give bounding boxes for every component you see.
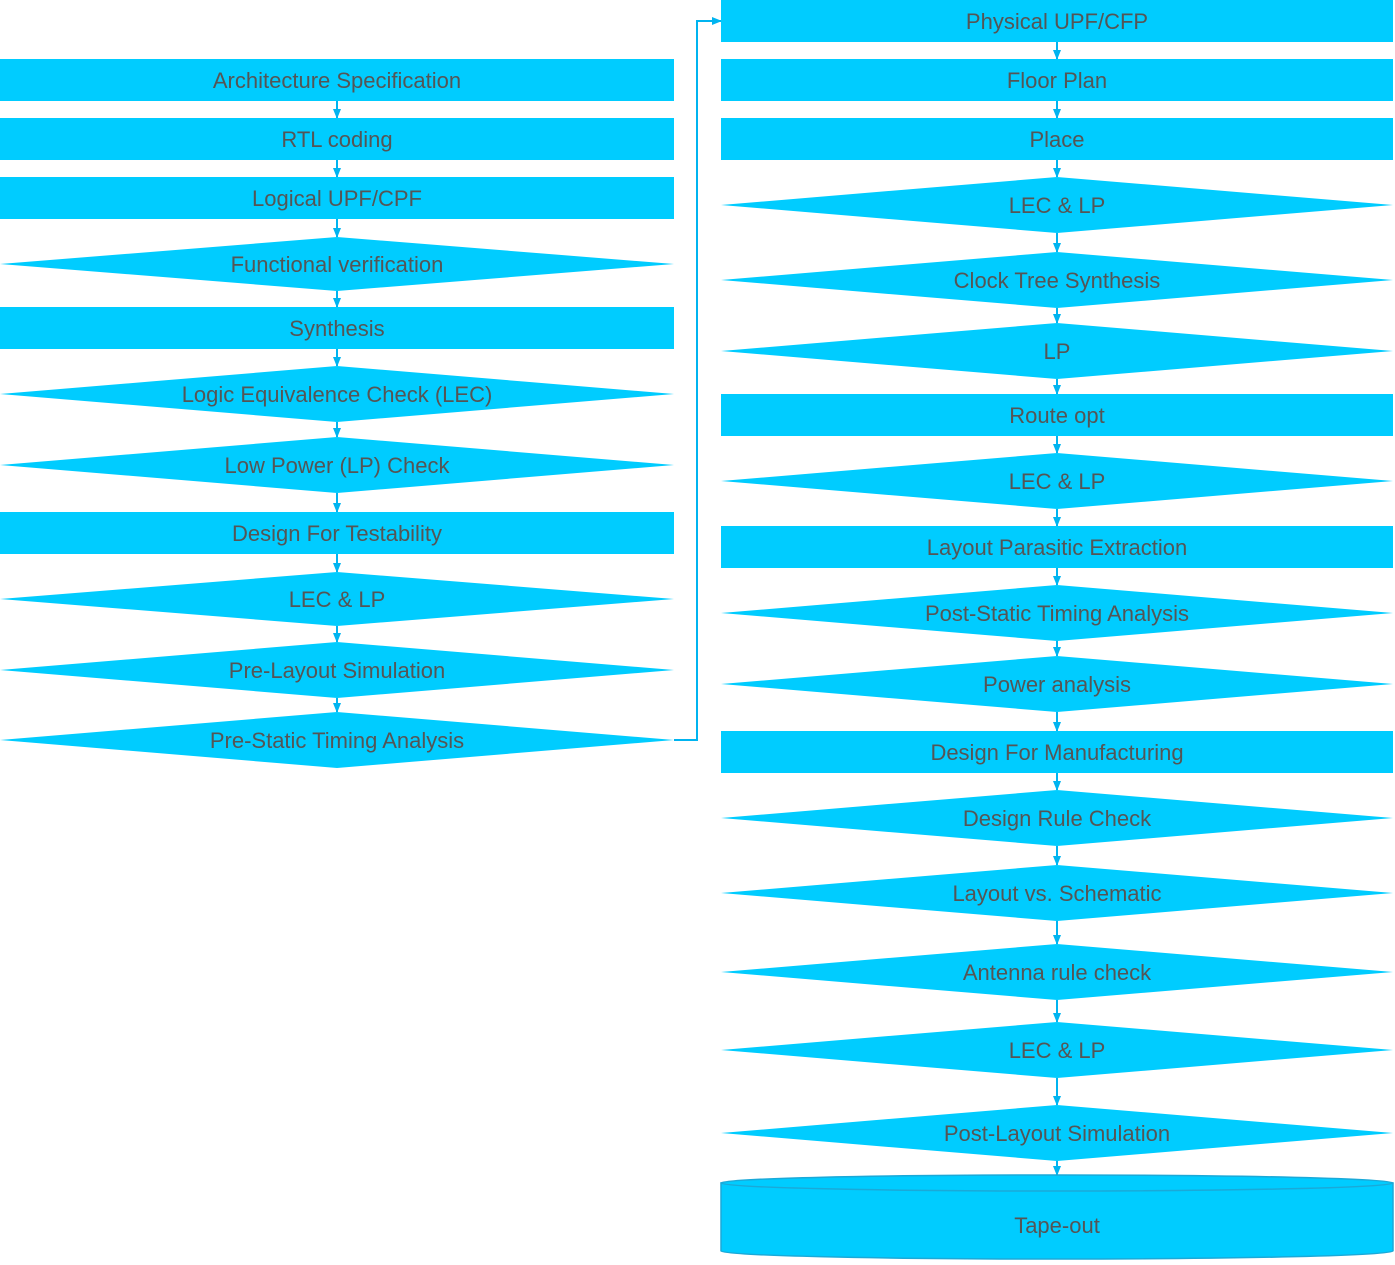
decision-diamond xyxy=(721,177,1393,233)
floor-plan-node: Floor Plan xyxy=(721,59,1393,101)
terminal-cylinder xyxy=(720,1174,1394,1260)
node-label: Design For Testability xyxy=(232,521,442,546)
lec-lp-3-node: LEC & LP xyxy=(721,453,1393,509)
process-box xyxy=(0,118,674,160)
node-label: LEC & LP xyxy=(1009,193,1106,218)
node-label: LEC & LP xyxy=(1009,469,1106,494)
decision-diamond xyxy=(0,237,674,291)
node-label: Layout vs. Schematic xyxy=(952,881,1161,906)
rtl-node: RTL coding xyxy=(0,118,674,160)
decision-diamond xyxy=(721,323,1393,379)
decision-diamond xyxy=(721,1105,1393,1161)
decision-diamond xyxy=(721,252,1393,308)
node-label: Functional verification xyxy=(231,252,444,277)
node-label: Post-Layout Simulation xyxy=(944,1121,1170,1146)
process-box xyxy=(0,177,674,219)
node-label: Physical UPF/CFP xyxy=(966,9,1148,34)
process-box xyxy=(721,0,1393,42)
lpe-node: Layout Parasitic Extraction xyxy=(721,526,1393,568)
lvs-node: Layout vs. Schematic xyxy=(721,865,1393,921)
decision-diamond xyxy=(0,642,674,698)
process-box xyxy=(721,731,1393,773)
decision-diamond xyxy=(721,1022,1393,1078)
node-label: Logic Equivalence Check (LEC) xyxy=(182,382,493,407)
node-label: Design For Manufacturing xyxy=(930,740,1183,765)
node-label: Pre-Static Timing Analysis xyxy=(210,728,464,753)
node-label: Low Power (LP) Check xyxy=(225,453,451,478)
lec-lp-2-node: LEC & LP xyxy=(721,177,1393,233)
decision-diamond xyxy=(0,366,674,422)
process-box xyxy=(0,59,674,101)
place-node: Place xyxy=(721,118,1393,160)
node-label: Place xyxy=(1029,127,1084,152)
antenna-node: Antenna rule check xyxy=(721,944,1393,1000)
route-opt-node: Route opt xyxy=(721,394,1393,436)
node-label: Synthesis xyxy=(289,316,384,341)
lec-lp-4-node: LEC & LP xyxy=(721,1022,1393,1078)
node-label: Tape-out xyxy=(1014,1213,1100,1238)
pre-layout-sim-node: Pre-Layout Simulation xyxy=(0,642,674,698)
node-label: Route opt xyxy=(1009,403,1104,428)
node-label: Layout Parasitic Extraction xyxy=(927,535,1187,560)
process-box xyxy=(721,59,1393,101)
dfm-node: Design For Manufacturing xyxy=(721,731,1393,773)
node-label: Design Rule Check xyxy=(963,806,1152,831)
process-box xyxy=(721,526,1393,568)
process-box xyxy=(0,307,674,349)
lec-node: Logic Equivalence Check (LEC) xyxy=(0,366,674,422)
tape-out-node: Tape-out xyxy=(720,1174,1394,1260)
post-layout-sim-node: Post-Layout Simulation xyxy=(721,1105,1393,1161)
synthesis-node: Synthesis xyxy=(0,307,674,349)
drc-node: Design Rule Check xyxy=(721,790,1393,846)
column-link-arrow xyxy=(674,17,722,741)
lec-lp-1-node: LEC & LP xyxy=(0,572,674,626)
process-box xyxy=(721,118,1393,160)
node-label: LP xyxy=(1044,339,1071,364)
lp-check-node: Low Power (LP) Check xyxy=(0,437,674,493)
node-label: Architecture Specification xyxy=(213,68,461,93)
node-label: Clock Tree Synthesis xyxy=(954,268,1161,293)
process-box xyxy=(0,512,674,554)
decision-diamond xyxy=(721,865,1393,921)
node-label: Post-Static Timing Analysis xyxy=(925,601,1189,626)
physical-upf-node: Physical UPF/CFP xyxy=(721,0,1393,42)
node-label: LEC & LP xyxy=(289,587,386,612)
logical-upf-node: Logical UPF/CPF xyxy=(0,177,674,219)
node-label: Antenna rule check xyxy=(963,960,1152,985)
decision-diamond xyxy=(0,437,674,493)
func-verif-node: Functional verification xyxy=(0,237,674,291)
node-label: Power analysis xyxy=(983,672,1131,697)
decision-diamond xyxy=(721,453,1393,509)
decision-diamond xyxy=(0,572,674,626)
node-label: LEC & LP xyxy=(1009,1038,1106,1063)
power-node: Power analysis xyxy=(721,656,1393,712)
dft-node: Design For Testability xyxy=(0,512,674,554)
cts-node: Clock Tree Synthesis xyxy=(721,252,1393,308)
decision-diamond xyxy=(721,585,1393,641)
decision-diamond xyxy=(0,712,674,768)
node-label: Logical UPF/CPF xyxy=(252,186,422,211)
node-label: Floor Plan xyxy=(1007,68,1107,93)
decision-diamond xyxy=(721,656,1393,712)
decision-diamond xyxy=(721,790,1393,846)
decision-diamond xyxy=(721,944,1393,1000)
post-sta-node: Post-Static Timing Analysis xyxy=(721,585,1393,641)
lp-node: LP xyxy=(721,323,1393,379)
arch-node: Architecture Specification xyxy=(0,59,674,101)
node-label: Pre-Layout Simulation xyxy=(229,658,445,683)
process-box xyxy=(721,394,1393,436)
pre-sta-node: Pre-Static Timing Analysis xyxy=(0,712,674,768)
node-label: RTL coding xyxy=(281,127,392,152)
